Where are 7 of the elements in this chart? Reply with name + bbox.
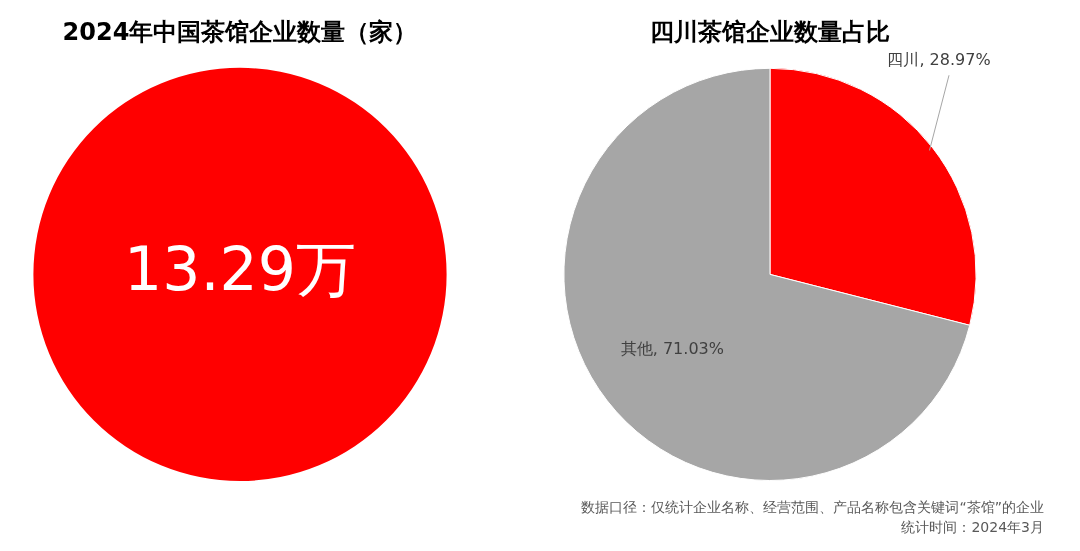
data-label: 13.29万	[124, 233, 356, 304]
chart-title: 2024年中国茶馆企业数量（家）	[62, 17, 418, 46]
text: 统计时间：2024年3月	[900, 518, 1044, 537]
chart-title: 四川茶馆企业数量占比	[650, 17, 890, 46]
text: 数据口径：仅统计企业名称、经营范围、产品名称包含关键词“茶馆”的企业	[581, 498, 1044, 517]
slice-label: 四川, 28.97%	[887, 50, 991, 70]
slice-label: 其他, 71.03%	[620, 339, 724, 359]
